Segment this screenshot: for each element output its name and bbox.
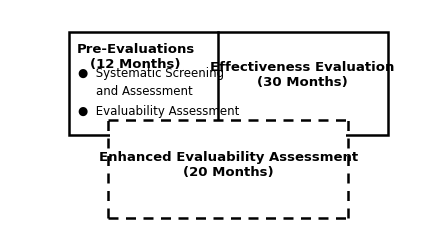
Bar — [69, 32, 388, 135]
Text: Pre-Evaluations
(12 Months): Pre-Evaluations (12 Months) — [76, 43, 195, 71]
Text: ●  Systematic Screening: ● Systematic Screening — [77, 67, 224, 80]
Text: ●  Evaluability Assessment: ● Evaluability Assessment — [77, 105, 239, 118]
Text: Effectiveness Evaluation
(30 Months): Effectiveness Evaluation (30 Months) — [210, 61, 394, 89]
Bar — [110, 121, 347, 217]
Text: and Assessment: and Assessment — [96, 85, 193, 98]
Text: Enhanced Evaluability Assessment
(20 Months): Enhanced Evaluability Assessment (20 Mon… — [99, 151, 358, 179]
